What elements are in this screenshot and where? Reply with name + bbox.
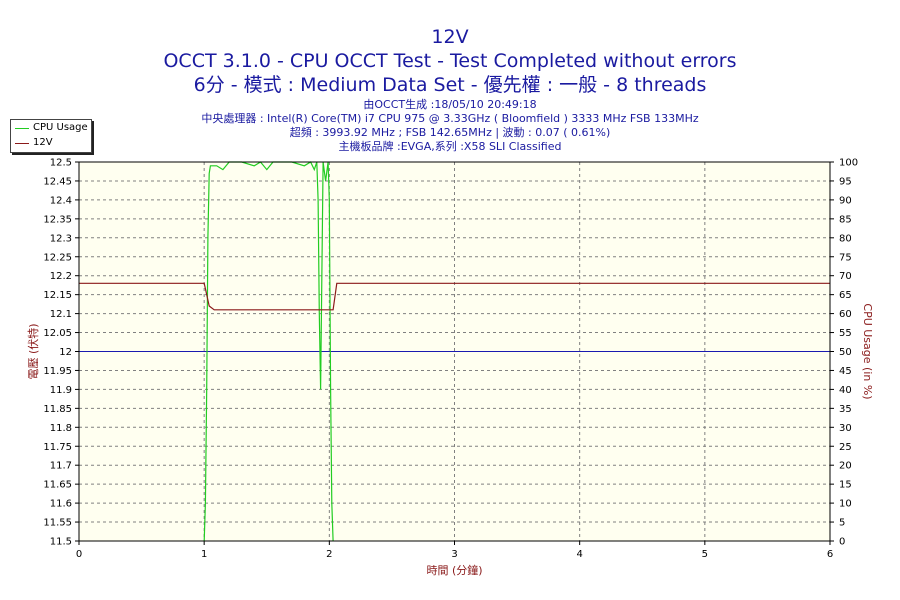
y2-tick-label: 60	[839, 309, 852, 320]
y-tick-label: 12.25	[43, 252, 72, 263]
y-tick-label: 12.5	[50, 158, 72, 169]
chart-header: 12V OCCT 3.1.0 - CPU OCCT Test - Test Co…	[0, 26, 900, 154]
y2-tick-label: 45	[839, 366, 852, 377]
y2-tick-label: 10	[839, 499, 852, 510]
y-axis-label: 電壓 (伏特)	[26, 323, 40, 379]
legend-swatch-cpu	[15, 128, 29, 129]
x-tick-label: 0	[76, 549, 82, 560]
y-tick-label: 11.95	[43, 366, 72, 377]
y2-tick-label: 90	[839, 195, 852, 206]
x-tick-label: 1	[201, 549, 207, 560]
grid-lines	[79, 162, 830, 541]
y-tick-label: 12.35	[43, 214, 72, 225]
y-tick-label: 12	[59, 347, 72, 358]
y2-axis-label: CPU Usage (in %)	[861, 303, 874, 399]
chart-subtitle-test: OCCT 3.1.0 - CPU OCCT Test - Test Comple…	[163, 50, 737, 72]
y-tick-label: 11.7	[50, 461, 72, 472]
y-tick-label: 11.9	[50, 385, 72, 396]
y-tick-label: 11.6	[50, 499, 72, 510]
y-tick-label: 12.4	[50, 195, 72, 206]
x-tick-label: 2	[326, 549, 332, 560]
series-12v-line	[79, 282, 830, 311]
chart-legend: CPU Usage 12V	[10, 119, 92, 153]
y2-tick-label: 30	[839, 423, 852, 434]
x-tick-label: 5	[702, 549, 708, 560]
y2-axis-ticks: 1009590858075706560555045403530252015105…	[830, 158, 858, 548]
x-axis-ticks: 0 1 2 3 4 5 6	[76, 541, 833, 560]
y-tick-label: 11.55	[43, 518, 72, 529]
legend-item-12v: 12V	[11, 136, 91, 150]
y2-tick-label: 80	[839, 233, 852, 244]
x-tick-label: 4	[576, 549, 582, 560]
chart-subtitle-mode: 6分 - 模式 : Medium Data Set - 優先權 : 一般 - 8…	[193, 74, 707, 96]
y-tick-label: 12.15	[43, 290, 72, 301]
y-tick-label: 12.3	[50, 233, 72, 244]
y-tick-label: 12.45	[43, 176, 72, 187]
y-tick-label: 11.5	[50, 537, 72, 548]
x-axis-label: 時間 (分鐘)	[426, 563, 482, 577]
info-generated: 由OCCT生成 :18/05/10 20:49:18	[363, 98, 537, 111]
y2-tick-label: 70	[839, 271, 852, 282]
y2-tick-label: 5	[839, 518, 845, 529]
y-tick-label: 12.2	[50, 271, 72, 282]
info-cpu: 中央處理器 : Intel(R) Core(TM) i7 CPU 975 @ 3…	[201, 112, 699, 125]
y2-tick-label: 35	[839, 404, 852, 415]
y2-tick-label: 20	[839, 461, 852, 472]
y2-tick-label: 0	[839, 537, 845, 548]
y-tick-label: 11.75	[43, 442, 72, 453]
y2-tick-label: 50	[839, 347, 852, 358]
x-tick-label: 6	[827, 549, 833, 560]
y-tick-label: 11.8	[50, 423, 72, 434]
y-axis-ticks: 12.5 12.45 12.4 12.35 12.3 12.25 12.2 12.15 12.1…	[43, 158, 79, 548]
y2-tick-label: 55	[839, 328, 852, 339]
y2-tick-label: 75	[839, 252, 852, 263]
legend-label-12v: 12V	[33, 137, 53, 148]
info-overclock: 超頻 : 3993.92 MHz ; FSB 142.65MHz | 波動 : …	[289, 126, 611, 139]
legend-swatch-12v	[15, 143, 29, 144]
y2-tick-label: 15	[839, 480, 852, 491]
y-tick-label: 11.85	[43, 404, 72, 415]
y-tick-label: 12.1	[50, 309, 72, 320]
info-motherboard: 主機板品牌 :EVGA,系列 :X58 SLI Classified	[338, 140, 562, 153]
legend-label-cpu: CPU Usage	[33, 122, 88, 133]
y-tick-label: 12.05	[43, 328, 72, 339]
y2-tick-label: 100	[839, 158, 858, 169]
y2-tick-label: 95	[839, 176, 852, 187]
y2-tick-label: 25	[839, 442, 852, 453]
chart-title: 12V	[431, 26, 469, 48]
y2-tick-label: 85	[839, 214, 852, 225]
legend-item-cpu: CPU Usage	[11, 121, 91, 135]
y-tick-label: 11.65	[43, 480, 72, 491]
y2-tick-label: 40	[839, 385, 852, 396]
y2-tick-label: 65	[839, 290, 852, 301]
x-tick-label: 3	[451, 549, 457, 560]
